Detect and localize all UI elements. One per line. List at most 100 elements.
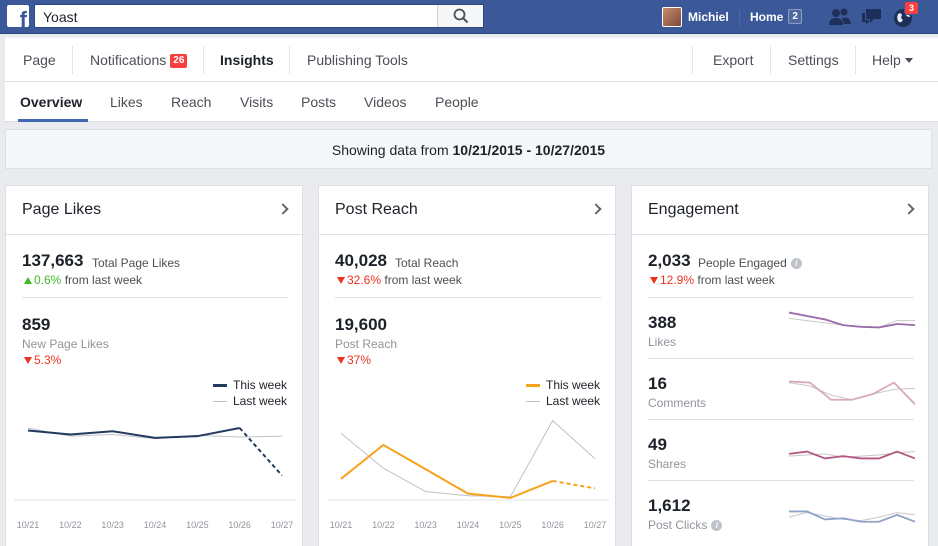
card-title: Page Likes: [22, 201, 102, 218]
search-icon: [453, 8, 469, 24]
info-icon[interactable]: i: [790, 258, 802, 269]
tab-people[interactable]: People: [435, 94, 479, 110]
delta-value: 37%: [347, 353, 372, 367]
total-page-likes-label: Total Page Likes: [92, 256, 181, 270]
tab-visits[interactable]: Visits: [240, 94, 274, 110]
profile-link[interactable]: Michiel: [662, 6, 729, 28]
nav-divider: [770, 46, 771, 74]
messages-icon[interactable]: [860, 7, 884, 32]
notifications-globe-icon[interactable]: 3: [892, 1, 920, 34]
user-name: Michiel: [688, 10, 729, 24]
delta-value: 5.3%: [34, 353, 62, 367]
tab-overview[interactable]: Overview: [20, 94, 83, 110]
sparkline-this-week: [788, 311, 916, 329]
x-tick-label: 10/25: [499, 520, 522, 530]
caret-down-icon: [904, 58, 913, 63]
notifications-badge: 26: [170, 54, 188, 68]
arrow-down-icon: [650, 277, 658, 284]
x-tick-label: 10/24: [457, 520, 480, 530]
delta-value: 0.6%: [34, 273, 62, 287]
comments-label: Comments: [648, 396, 707, 410]
tab-page[interactable]: Page: [23, 52, 56, 68]
date-range-banner: Showing data from 10/21/2015 - 10/27/201…: [5, 129, 932, 169]
likes-value: 388: [648, 313, 677, 332]
x-tick-label: 10/22: [372, 520, 395, 530]
tab-publishing-tools[interactable]: Publishing Tools: [307, 52, 408, 68]
search-button[interactable]: [437, 5, 483, 27]
facebook-logo-icon[interactable]: f: [7, 5, 29, 27]
divider: [648, 358, 914, 359]
home-count-badge: 2: [788, 9, 802, 24]
x-tick-label: 10/26: [228, 520, 251, 530]
chevron-right-icon[interactable]: [277, 203, 289, 215]
new-page-likes-label: New Page Likes: [22, 337, 109, 351]
tab-likes[interactable]: Likes: [110, 94, 143, 110]
page-nav: Page Notifications 26 Insights Publishing…: [5, 38, 938, 82]
friend-requests-icon[interactable]: [828, 7, 852, 32]
settings-link[interactable]: Settings: [788, 52, 839, 68]
post-clicks-label: Post Clicks i: [648, 518, 723, 532]
x-tick-label: 10/24: [144, 520, 167, 530]
people-engaged-text: People Engaged: [698, 256, 787, 270]
x-tick-label: 10/23: [101, 520, 124, 530]
x-tick-label: 10/21: [330, 520, 353, 530]
page-likes-header[interactable]: Page Likes: [6, 186, 302, 235]
active-tab-indicator: [18, 119, 88, 122]
post-clicks-value: 1,612: [648, 496, 691, 515]
tab-videos[interactable]: Videos: [364, 94, 407, 110]
legend-last-week: Last week: [233, 394, 288, 408]
home-label: Home: [750, 9, 784, 24]
divider: [22, 297, 288, 298]
arrow-down-icon: [337, 277, 345, 284]
nav-divider: [692, 46, 693, 74]
arrow-down-icon: [337, 357, 345, 364]
topbar-divider: [739, 10, 740, 26]
engagement-header[interactable]: Engagement: [632, 186, 928, 235]
tab-reach[interactable]: Reach: [171, 94, 212, 110]
divider: [648, 480, 914, 481]
avatar: [662, 7, 682, 27]
search-input[interactable]: Yoast: [34, 4, 484, 28]
legend-swatch: [213, 383, 227, 387]
legend-this-week: This week: [546, 378, 601, 392]
date-range-value: 10/21/2015 - 10/27/2015: [452, 142, 606, 158]
date-range-prefix: Showing data from: [331, 142, 453, 158]
delta-value: 32.6%: [347, 273, 382, 287]
people-engaged-label: People Engaged i: [698, 256, 802, 270]
post-reach-label: Post Reach: [335, 337, 398, 351]
search-value[interactable]: Yoast: [43, 9, 78, 25]
nav-divider: [72, 46, 73, 74]
arrow-down-icon: [24, 357, 32, 364]
post-reach-value: 19,600: [335, 315, 387, 334]
x-tick-label: 10/27: [584, 520, 607, 530]
post-clicks-text: Post Clicks: [648, 518, 708, 532]
likes-sparkline: [788, 311, 916, 329]
home-link[interactable]: Home 2: [750, 9, 802, 24]
series-line-this-week-projected: [552, 479, 596, 490]
delta-suffix: from last week: [384, 273, 462, 287]
series-line-this-week-projected: [238, 427, 283, 477]
info-icon[interactable]: i: [711, 520, 723, 531]
total-page-likes-value: 137,663: [22, 251, 84, 270]
top-bar: f Yoast Michiel Home 2: [0, 0, 938, 34]
x-tick-label: 10/21: [17, 520, 40, 530]
export-link[interactable]: Export: [713, 52, 754, 68]
chevron-right-icon[interactable]: [590, 203, 602, 215]
post-reach-header[interactable]: Post Reach: [319, 186, 615, 235]
shares-value: 49: [648, 435, 667, 454]
divider: [335, 297, 601, 298]
x-tick-label: 10/23: [414, 520, 437, 530]
help-menu[interactable]: Help: [872, 38, 913, 82]
chevron-right-icon[interactable]: [903, 203, 915, 215]
divider: [648, 297, 914, 298]
tab-posts[interactable]: Posts: [301, 94, 337, 110]
sparkline-this-week: [788, 380, 916, 405]
post-reach-delta: 37%: [337, 353, 371, 367]
chart-legend: This week Last week: [213, 377, 287, 409]
post-reach-card: Post Reach 40,028 Total Reach 32.6% from…: [318, 185, 616, 546]
chart-legend: This week Last week: [526, 377, 600, 409]
tab-insights[interactable]: Insights: [220, 52, 274, 68]
shares-label: Shares: [648, 457, 687, 471]
post-clicks-sparkline: [788, 510, 916, 523]
tab-notifications[interactable]: Notifications 26: [90, 38, 188, 82]
